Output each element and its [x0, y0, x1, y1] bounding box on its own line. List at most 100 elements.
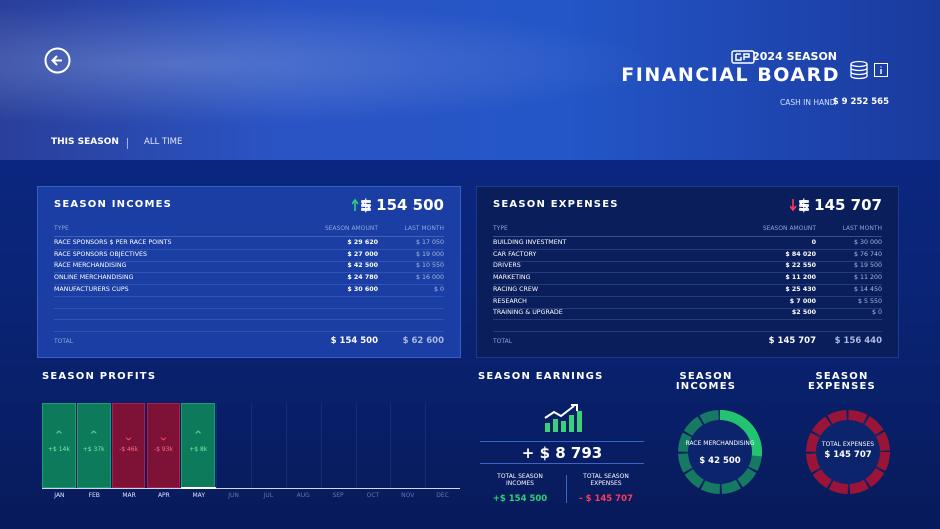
amount-cell: $ 22 550: [785, 262, 816, 270]
total-cell: TOTAL: [54, 338, 74, 345]
month-label: FEB: [88, 492, 100, 499]
row-line: [54, 272, 444, 274]
type-cell: DRIVERS: [493, 262, 521, 270]
type-cell: RACE SPONSORS $ PER RACE POINTS: [54, 239, 172, 246]
coins-icon: [850, 60, 868, 80]
type-cell: MANUFACTURERS CUPS: [54, 285, 129, 293]
month-column[interactable]: ^ +$ 8k: [181, 403, 216, 488]
amount-cell: 0: [811, 239, 816, 246]
divider: [566, 475, 567, 503]
expenses-value: - $ 145 707: [579, 494, 633, 504]
trend-chevron: ^: [159, 430, 168, 441]
earnings-title: SEASON EARNINGS: [478, 371, 604, 382]
column-header: SEASON AMOUNT: [324, 225, 378, 232]
month-label: JUN: [228, 492, 239, 499]
expense-donut-title: SEASON EXPENSES: [808, 371, 876, 392]
expense-donut-label: TOTAL EXPENSES: [821, 441, 875, 448]
amount-cell: $ 0: [433, 285, 444, 293]
panel-amount: $ 154 500: [360, 196, 444, 214]
expenses-panel: SEASON EXPENSES $ 145 707 TYPE SEASON AMOUN…: [476, 186, 899, 358]
amount-cell: $ 7 000: [789, 297, 816, 305]
month-label: NOV: [401, 492, 415, 499]
month-profit-label: -$ 93k: [153, 446, 173, 453]
row-line: [493, 307, 882, 309]
season-label: 2024 SEASON: [752, 50, 837, 63]
panel-amount: $ 145 707: [798, 196, 882, 214]
month-profit-label: +$ 8k: [189, 446, 208, 453]
grid-line: [251, 403, 252, 488]
expenses-label: TOTAL SEASON EXPENSES: [583, 473, 629, 487]
tab-all-time[interactable]: ALL TIME: [144, 137, 183, 147]
row-line: [493, 284, 882, 286]
page-title: FINANCIAL BOARD: [621, 64, 840, 86]
cash-value: $ 9 252 565: [832, 97, 889, 107]
row-line: [493, 260, 882, 262]
panel-title: SEASON EXPENSES: [493, 199, 619, 210]
month-label: OCT: [366, 492, 380, 499]
amount-cell: $ 42 500: [347, 262, 378, 270]
month-profit-label: -$ 46k: [119, 446, 139, 453]
amount-cell: $ 19 000: [415, 250, 444, 258]
amount-cell: $ 76 740: [853, 250, 882, 258]
row-line: [54, 307, 444, 309]
panel-title: SEASON INCOMES: [54, 199, 173, 210]
tab-this-season[interactable]: THIS SEASON: [51, 137, 119, 147]
row-line: [54, 295, 444, 297]
income-donut-value: $ 42 500: [699, 456, 741, 466]
grid-line: [355, 403, 357, 488]
row-line: [54, 249, 444, 250]
incomes-label: TOTAL SEASON INCOMES: [497, 473, 543, 487]
type-cell: BUILDING INVESTMENT: [493, 239, 567, 246]
row-line: [493, 330, 882, 332]
column-header: TYPE: [54, 225, 69, 232]
month-column[interactable]: ^ +$ 37k: [76, 403, 111, 488]
trend-chevron: ^: [124, 430, 133, 441]
amount-cell: $ 30 600: [347, 285, 378, 293]
info-button[interactable]: [874, 63, 888, 77]
amount-cell: $ 84 020: [785, 250, 816, 258]
amount-cell: $ 19 500: [853, 262, 882, 270]
month-column[interactable]: ^ +$ 14k: [42, 403, 76, 488]
current-month-marker: [181, 487, 217, 489]
total-cell: $ 154 500: [330, 336, 378, 346]
trend-chevron: ^: [54, 430, 64, 441]
row-line: [54, 330, 444, 332]
grid-line: [285, 403, 287, 488]
profits-chart: ^ +$ 14k JAN ^ +$ 37k FEB ^ -$ 46k MAR ^ -$ 93k APR…: [42, 403, 460, 503]
row-line: [493, 249, 882, 250]
trend-icon: [352, 198, 371, 211]
month-label: MAY: [192, 492, 205, 499]
month-label: JAN: [54, 492, 65, 499]
amount-cell: $ 14 450: [853, 285, 882, 293]
amount-cell: $ 11 200: [853, 274, 882, 282]
month-column[interactable]: ^ -$ 46k: [111, 403, 146, 488]
amount-cell: $ 16 000: [415, 274, 444, 282]
month-label: MAR: [122, 492, 136, 499]
month-column[interactable]: ^ -$ 93k: [146, 403, 181, 488]
amount-cell: $ 30 000: [853, 239, 882, 246]
column-header: SEASON AMOUNT: [762, 225, 816, 232]
logo: [731, 50, 755, 64]
grid-line: [216, 403, 218, 488]
month-label: APR: [157, 492, 170, 499]
expense-donut: [806, 410, 890, 494]
expense-donut-value: $ 145 707: [824, 450, 872, 460]
row-line: [493, 295, 882, 297]
month-profit-label: +$ 14k: [47, 446, 70, 453]
row-line: [493, 272, 882, 274]
axis-line: [42, 488, 460, 489]
type-cell: RACE MERCHANDISING: [54, 262, 127, 270]
total-cell: $ 156 440: [834, 336, 882, 346]
row-line: [54, 319, 444, 321]
total-cell: $ 145 707: [768, 336, 816, 346]
separator: [480, 463, 644, 464]
tab-divider: [127, 138, 128, 149]
trend-chevron: ^: [89, 430, 98, 441]
grid-line: [320, 403, 322, 488]
grid-line: [390, 403, 392, 488]
month-label: JUL: [263, 492, 274, 499]
back-button[interactable]: [44, 47, 71, 74]
income-donut: [678, 410, 762, 494]
amount-cell: $ 11 200: [785, 274, 816, 282]
